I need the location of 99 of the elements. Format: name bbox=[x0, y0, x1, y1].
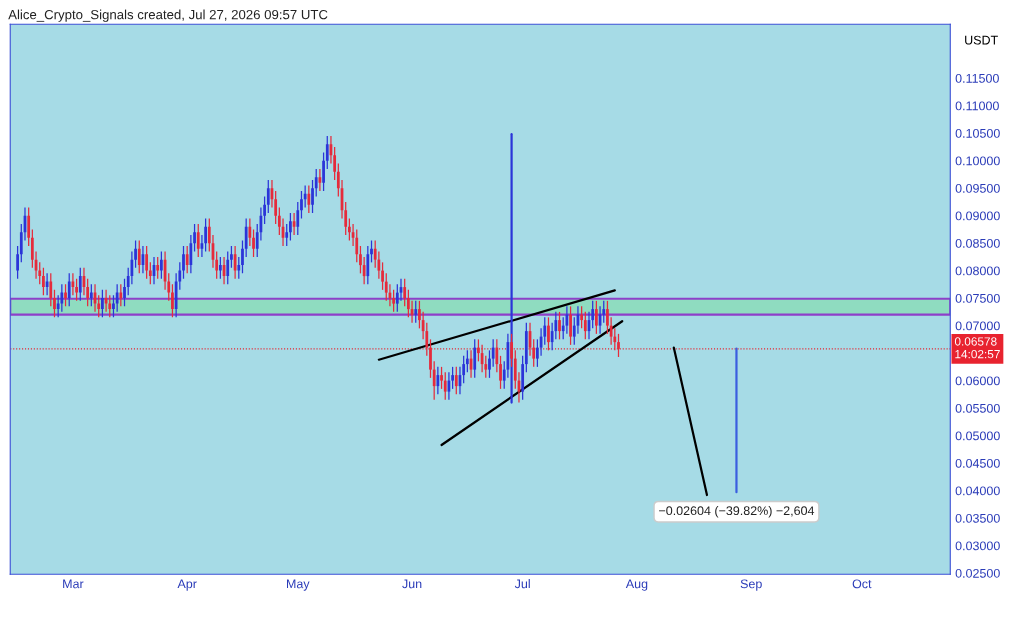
y-tick-label: 0.10000 bbox=[955, 156, 1000, 166]
y-tick-label: 0.11000 bbox=[955, 101, 999, 111]
y-tick-label: 0.08000 bbox=[955, 266, 1000, 276]
candlestick bbox=[355, 228, 359, 263]
y-tick-label: 0.07000 bbox=[955, 321, 1000, 331]
candlestick bbox=[348, 217, 351, 242]
x-tick-label: Jun bbox=[402, 579, 422, 589]
candlestick bbox=[465, 349, 469, 373]
candlestick bbox=[440, 366, 443, 390]
candlestick bbox=[185, 245, 189, 274]
candlestick bbox=[307, 184, 311, 214]
y-tick-label: 0.04000 bbox=[955, 486, 1000, 496]
candlestick bbox=[160, 250, 163, 280]
candlestick bbox=[569, 305, 572, 346]
x-tick-label: Aug bbox=[625, 579, 648, 591]
candlestick bbox=[314, 168, 318, 198]
y-tick-label: 0.03000 bbox=[955, 541, 1000, 551]
y-tick-label: 0.04500 bbox=[955, 458, 1000, 468]
candlestick bbox=[248, 217, 252, 247]
candlestick bbox=[189, 234, 193, 274]
y-tick-label: 0.11500 bbox=[955, 73, 999, 83]
candlestick bbox=[296, 201, 300, 236]
candlestick bbox=[443, 371, 447, 401]
candlestick bbox=[241, 239, 244, 274]
candlestick bbox=[325, 135, 329, 170]
candlestick bbox=[285, 223, 289, 247]
candlestick bbox=[583, 311, 587, 340]
candlestick bbox=[123, 278, 126, 307]
candlestick bbox=[395, 283, 399, 313]
y-tick-label: 0.06000 bbox=[955, 376, 1000, 386]
y-tick-label: 0.10500 bbox=[955, 128, 1000, 138]
candlestick bbox=[454, 366, 458, 395]
candlestick bbox=[384, 272, 388, 302]
candlestick bbox=[60, 283, 64, 313]
candlestick bbox=[115, 283, 119, 313]
candlestick bbox=[322, 151, 325, 192]
candlestick bbox=[53, 289, 56, 318]
candlestick bbox=[580, 305, 584, 329]
candlestick bbox=[300, 190, 303, 220]
candlestick bbox=[78, 267, 82, 302]
candlestick bbox=[436, 366, 440, 395]
candlestick bbox=[182, 245, 185, 280]
chart-title: Alice_Crypto_Signals created, Jul 27, 2026 09:57 UTC bbox=[8, 9, 328, 22]
candlestick bbox=[403, 278, 407, 307]
candlestick bbox=[244, 217, 248, 258]
candlestick bbox=[499, 355, 502, 390]
candlestick bbox=[311, 179, 314, 214]
y-tick-label: 0.08500 bbox=[955, 238, 1000, 248]
candlestick bbox=[119, 283, 123, 307]
candlestick bbox=[171, 283, 174, 318]
candlestick bbox=[16, 245, 19, 280]
candlestick bbox=[491, 338, 495, 368]
candlestick bbox=[145, 245, 149, 280]
candlestick bbox=[595, 300, 598, 335]
candlestick bbox=[148, 261, 152, 285]
x-tick-label: May bbox=[287, 579, 310, 591]
candlestick bbox=[89, 283, 93, 307]
y-tick-label: 0.09000 bbox=[955, 211, 1000, 221]
x-tick-label: Mar bbox=[63, 579, 84, 589]
candlestick bbox=[226, 250, 230, 285]
candlestick bbox=[370, 239, 373, 263]
x-tick-label: Apr bbox=[177, 579, 197, 591]
candlestick bbox=[266, 179, 270, 214]
candlestick bbox=[366, 245, 370, 285]
candlestick bbox=[42, 267, 45, 296]
candlestick bbox=[137, 239, 141, 274]
y-tick-label: 0.03500 bbox=[955, 513, 1000, 523]
annotation: −0.02604 (−39.82%) −2,604 bbox=[659, 505, 815, 518]
candlestick bbox=[362, 256, 366, 285]
candlestick bbox=[237, 256, 241, 280]
y-tick-label: 0.05000 bbox=[955, 431, 1000, 441]
candlestick bbox=[49, 272, 53, 307]
candlestick bbox=[196, 223, 200, 258]
candlestick bbox=[303, 184, 307, 209]
candlestick bbox=[488, 349, 491, 379]
y-tick-label: 0.05500 bbox=[955, 403, 1000, 413]
candlestick bbox=[101, 289, 104, 318]
y-axis-title: USDT bbox=[965, 35, 998, 45]
candlestick bbox=[67, 272, 71, 307]
candlestick bbox=[230, 245, 233, 269]
x-tick-label: Sep bbox=[740, 579, 762, 591]
y-tick-label: 0.07500 bbox=[955, 293, 1000, 303]
candlestick bbox=[156, 256, 160, 280]
ref-line-label: 0.06578 14:02:57 bbox=[954, 337, 1000, 359]
candlestick bbox=[64, 283, 67, 307]
x-tick-label: Jul bbox=[514, 579, 530, 589]
candlestick bbox=[204, 217, 207, 253]
x-tick-label: Oct bbox=[852, 579, 872, 589]
candlestick bbox=[473, 338, 477, 379]
candlestick bbox=[558, 311, 561, 340]
candlestick bbox=[108, 294, 112, 318]
candlestick bbox=[510, 333, 513, 368]
y-tick-label: 0.09500 bbox=[955, 183, 1000, 193]
candlestick bbox=[432, 360, 436, 401]
y-tick-label: 0.02500 bbox=[955, 568, 1000, 578]
candlestick bbox=[414, 300, 418, 324]
candlestick bbox=[289, 212, 292, 242]
candlestick bbox=[218, 256, 222, 280]
candlestick bbox=[27, 206, 31, 247]
